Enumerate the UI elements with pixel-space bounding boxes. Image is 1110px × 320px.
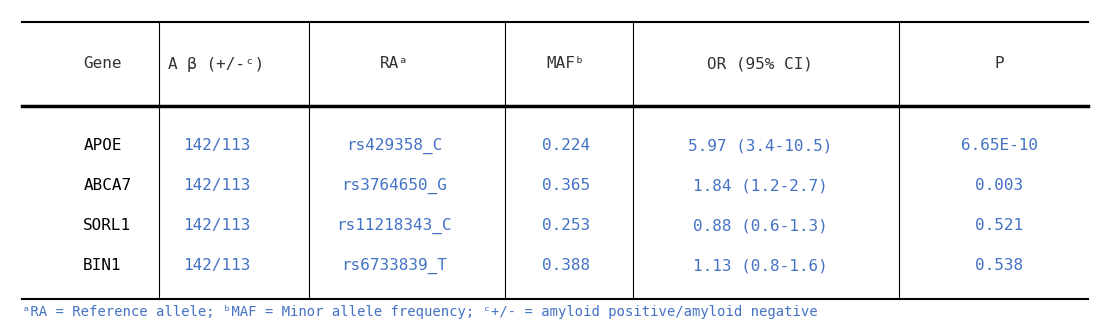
Text: OR (95% CI): OR (95% CI) xyxy=(707,57,814,71)
Text: 142/113: 142/113 xyxy=(183,218,250,233)
Text: P: P xyxy=(995,57,1003,71)
Text: 0.224: 0.224 xyxy=(542,138,591,153)
Text: 0.521: 0.521 xyxy=(975,218,1023,233)
Text: 5.97 (3.4-10.5): 5.97 (3.4-10.5) xyxy=(688,138,832,153)
Text: rs6733839_T: rs6733839_T xyxy=(341,258,447,274)
Text: rs11218343_C: rs11218343_C xyxy=(336,218,452,234)
Text: 6.65E-10: 6.65E-10 xyxy=(960,138,1038,153)
Text: 1.84 (1.2-2.7): 1.84 (1.2-2.7) xyxy=(693,178,828,193)
Text: ᵃRA = Reference allele; ᵇMAF = Minor allele frequency; ᶜ+/- = amyloid positive/a: ᵃRA = Reference allele; ᵇMAF = Minor all… xyxy=(22,305,818,319)
Text: Gene: Gene xyxy=(83,57,122,71)
Text: A β (+/-ᶜ): A β (+/-ᶜ) xyxy=(169,57,264,71)
Text: 1.13 (0.8-1.6): 1.13 (0.8-1.6) xyxy=(693,258,828,273)
Text: 142/113: 142/113 xyxy=(183,178,250,193)
Text: 0.003: 0.003 xyxy=(975,178,1023,193)
Text: BIN1: BIN1 xyxy=(83,258,122,273)
Text: 0.538: 0.538 xyxy=(975,258,1023,273)
Text: ABCA7: ABCA7 xyxy=(83,178,131,193)
Text: APOE: APOE xyxy=(83,138,122,153)
Text: SORL1: SORL1 xyxy=(83,218,131,233)
Text: rs3764650_G: rs3764650_G xyxy=(341,178,447,194)
Text: 0.88 (0.6-1.3): 0.88 (0.6-1.3) xyxy=(693,218,828,233)
Text: 0.253: 0.253 xyxy=(542,218,591,233)
Text: 142/113: 142/113 xyxy=(183,138,250,153)
Text: rs429358_C: rs429358_C xyxy=(346,138,442,154)
Text: MAFᵇ: MAFᵇ xyxy=(547,57,585,71)
Text: 0.365: 0.365 xyxy=(542,178,591,193)
Text: RAᵃ: RAᵃ xyxy=(380,57,408,71)
Text: 142/113: 142/113 xyxy=(183,258,250,273)
Text: 0.388: 0.388 xyxy=(542,258,591,273)
